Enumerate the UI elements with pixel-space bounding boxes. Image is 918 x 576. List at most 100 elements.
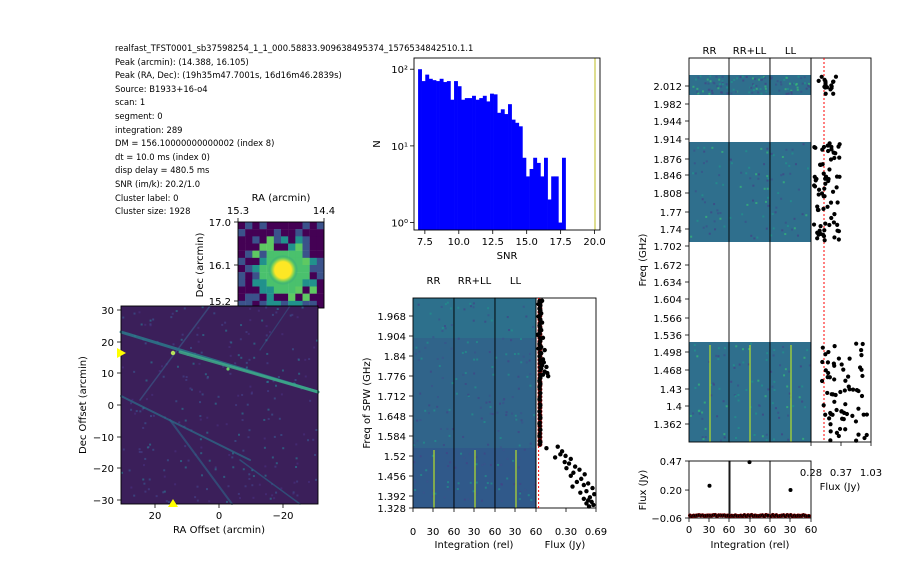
pol-y-tick-label: 1.43 [660, 385, 682, 396]
image-noise-speck [296, 480, 299, 483]
image-streak [239, 459, 301, 505]
image-noise-speck [315, 339, 318, 342]
dynspec-noise-speck [520, 419, 523, 422]
image-noise-speck [245, 366, 248, 369]
lightcurve-point [806, 513, 811, 519]
snr-histogram: 7.5 10.0 12.5 15.0 17.5 20.0 10⁰ 10¹ 10² SNR N [372, 57, 606, 262]
dynspec-y-tick-label: 1.584 [377, 432, 406, 443]
dynspec-spectrum-point [592, 492, 597, 497]
dynspec-noise-speck [422, 441, 425, 444]
dynspec-noise-speck [457, 337, 460, 340]
image-noise-speck [237, 433, 240, 436]
image-noise-speck [249, 385, 252, 388]
cutout-pixel [259, 236, 267, 244]
dynspec-noise-speck [483, 452, 486, 455]
pol-noise-speck [726, 92, 729, 95]
histogram-bar [540, 176, 545, 230]
pol-noise-speck [774, 211, 777, 214]
dynspec-noise-speck [462, 373, 465, 376]
dynspec-noise-speck [472, 306, 475, 309]
image-noise-speck [251, 391, 254, 394]
image-noise-speck [150, 415, 153, 418]
image-noise-speck [251, 469, 254, 472]
image-noise-speck [138, 450, 141, 453]
histogram-bar [468, 98, 473, 230]
pol-spectrum-point [837, 426, 843, 432]
pol-panel-title: RR+LL [733, 46, 767, 57]
image-noise-speck [145, 398, 148, 401]
pol-noise-speck [734, 436, 737, 439]
pol-noise-speck [773, 389, 776, 392]
pol-spectrum-point [816, 192, 821, 197]
pol-spectrum-point [864, 432, 869, 438]
dynspec-noise-speck [465, 462, 468, 465]
pol-noise-speck [733, 366, 736, 369]
pol-panels [688, 57, 812, 443]
dynspec-noise-speck [520, 412, 523, 415]
cutout-pixel [281, 229, 289, 237]
histogram-bar [425, 74, 430, 231]
dynspec-spectrum-point [537, 384, 542, 390]
dynspec-panel-title: RR [427, 276, 441, 287]
pol-noise-speck [796, 234, 799, 237]
image-noise-speck [292, 492, 295, 495]
lightcurve: 0 30 60 30 60 30 60 0.47 0.20 −0.06 Integration … [638, 457, 817, 551]
cutout-pixel [245, 300, 253, 309]
pol-noise-speck [697, 146, 700, 149]
pol-noise-speck [796, 86, 799, 89]
pol-y-tick-label: 1.914 [653, 135, 682, 146]
image-streak [169, 419, 233, 505]
histogram-bar [515, 122, 520, 230]
pol-spectrum-point [828, 429, 833, 434]
pol-spectrum-point [834, 185, 839, 190]
dynspec-spectrum-point [537, 354, 542, 359]
histogram-x-tick-label: 7.5 [417, 237, 433, 248]
pol-spectrum-point [841, 367, 846, 372]
cutout-pixel [252, 279, 260, 287]
image-noise-speck [208, 500, 211, 503]
image-noise-speck [237, 354, 240, 357]
image-noise-speck [289, 314, 292, 317]
image-noise-speck [175, 400, 178, 403]
dynspec-noise-speck [431, 495, 434, 498]
cutout-pixel [252, 243, 260, 251]
cutout-pixel [309, 250, 318, 259]
pol-spectrum-point [832, 344, 837, 349]
pol-noise-speck [777, 411, 780, 414]
lightcurve-y-tick-label: 0.20 [660, 486, 682, 497]
pol-noise-speck [742, 348, 745, 351]
dynspec-x-tick-label: 60 [448, 527, 461, 538]
pol-noise-speck [775, 83, 778, 86]
pol-noise-speck [790, 92, 793, 95]
pol-spectrum-point [829, 215, 834, 221]
dynspec-noise-speck [488, 401, 491, 404]
pol-noise-speck [764, 395, 767, 398]
dynspec-noise-speck [475, 493, 478, 496]
cutout-pixel [238, 236, 246, 244]
pol-noise-speck [700, 170, 703, 173]
image-noise-speck [174, 483, 177, 486]
pol-noise-speck [785, 92, 788, 95]
cutout-pixel [295, 257, 303, 266]
dynspec-noise-speck [477, 397, 480, 400]
pol-noise-speck [709, 384, 712, 387]
histogram-bar [490, 93, 494, 230]
pol-noise-speck [702, 438, 705, 441]
image-noise-speck [273, 497, 276, 500]
pol-noise-speck [720, 85, 723, 88]
pol-spectrum-point [822, 228, 827, 233]
dynspec-noise-speck [417, 359, 420, 362]
cutout-pixel [273, 250, 282, 259]
pol-noise-speck [748, 348, 751, 351]
pol-noise-speck [721, 81, 724, 84]
image-noise-speck [130, 408, 133, 411]
pol-noise-speck [757, 379, 760, 382]
pol-panel-titles: RR RR+LL LL [703, 46, 797, 57]
cutout-pixel [295, 286, 303, 294]
lightcurve-panels [687, 460, 812, 519]
pol-spectrum-point [822, 186, 827, 191]
pol-spectrum-point [832, 363, 837, 368]
pol-noise-speck [745, 150, 748, 153]
cutout-pixel [309, 236, 318, 244]
dynspec-noise-speck [510, 329, 513, 332]
